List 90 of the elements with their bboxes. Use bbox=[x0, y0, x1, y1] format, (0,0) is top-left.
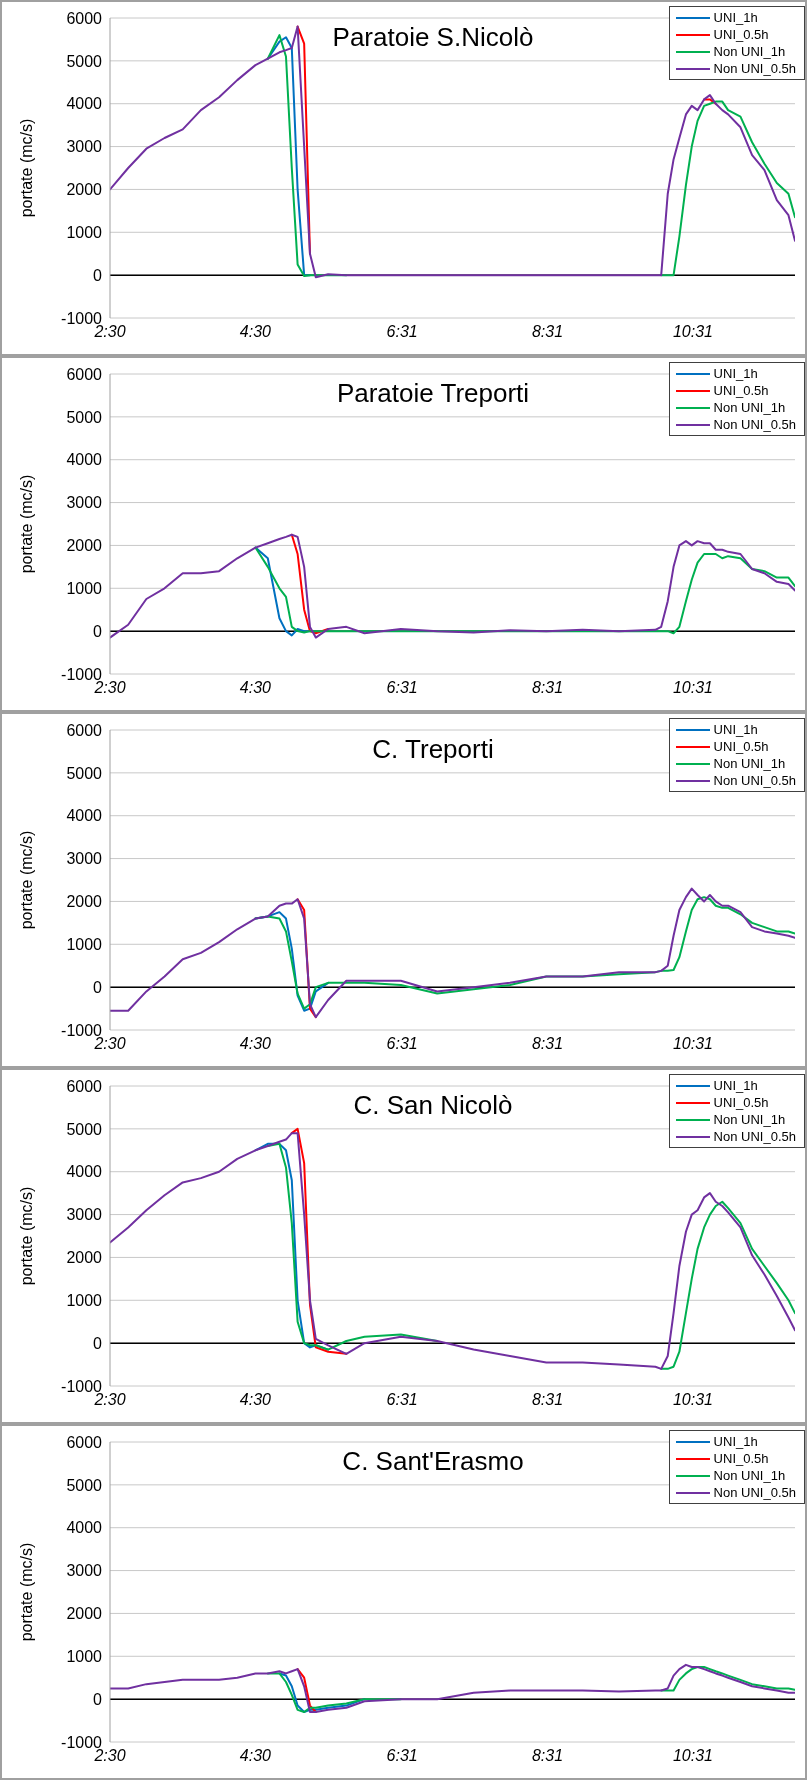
x-tick-label: 4:30 bbox=[239, 679, 272, 697]
x-tick-label: 4:30 bbox=[239, 323, 272, 341]
y-tick-label: 4000 bbox=[66, 1519, 103, 1537]
y-tick-label: 0 bbox=[93, 978, 103, 996]
legend-label: Non UNI_1h bbox=[713, 1112, 786, 1127]
legend-label: Non UNI_1h bbox=[713, 44, 786, 59]
x-tick-label: 8:31 bbox=[531, 1035, 564, 1053]
y-axis-title: portate (mc/s) bbox=[17, 1186, 35, 1286]
x-tick-label: 6:31 bbox=[386, 679, 418, 697]
legend-label: UNI_1h bbox=[713, 722, 758, 737]
legend-label: UNI_1h bbox=[713, 366, 758, 381]
y-axis-title: portate (mc/s) bbox=[17, 118, 35, 218]
x-tick-label: 10:31 bbox=[672, 1747, 713, 1765]
y-tick-label: 2000 bbox=[66, 893, 103, 911]
y-tick-label: 1000 bbox=[66, 223, 103, 241]
chart-title: Paratoie S.Nicolò bbox=[331, 22, 535, 53]
legend-label: UNI_1h bbox=[713, 1078, 758, 1093]
legend-label: Non UNI_0.5h bbox=[713, 1485, 796, 1500]
y-tick-label: 0 bbox=[93, 266, 103, 284]
legend-label: UNI_0.5h bbox=[713, 1451, 769, 1466]
x-tick-label: 4:30 bbox=[239, 1747, 272, 1765]
x-tick-label: 6:31 bbox=[386, 323, 418, 341]
x-tick-label: 6:31 bbox=[386, 1747, 418, 1765]
x-tick-label: 8:31 bbox=[531, 323, 564, 341]
y-tick-label: 4000 bbox=[66, 95, 103, 113]
x-tick-label: 10:31 bbox=[672, 679, 713, 697]
x-tick-label: 4:30 bbox=[239, 1035, 272, 1053]
y-tick-label: 0 bbox=[93, 1690, 103, 1708]
x-tick-label: 2:30 bbox=[93, 323, 126, 341]
x-tick-label: 8:31 bbox=[531, 1391, 564, 1409]
y-tick-label: 5000 bbox=[66, 52, 103, 70]
x-tick-label: 10:31 bbox=[672, 1391, 713, 1409]
y-tick-label: 6000 bbox=[66, 721, 103, 739]
y-tick-label: 2000 bbox=[66, 537, 103, 555]
legend-label: UNI_0.5h bbox=[713, 383, 769, 398]
x-tick-label: 6:31 bbox=[386, 1035, 418, 1053]
legend-label: Non UNI_0.5h bbox=[713, 417, 796, 432]
y-tick-label: 2000 bbox=[66, 1249, 103, 1267]
chart-title: C. Sant'Erasmo bbox=[341, 1446, 525, 1477]
x-tick-label: 8:31 bbox=[531, 679, 564, 697]
x-tick-label: 10:31 bbox=[672, 1035, 713, 1053]
legend-label: UNI_0.5h bbox=[713, 1095, 769, 1110]
y-axis-title: portate (mc/s) bbox=[17, 1542, 35, 1642]
y-tick-label: 6000 bbox=[66, 9, 103, 27]
y-tick-label: 1000 bbox=[66, 935, 103, 953]
y-tick-label: 5000 bbox=[66, 764, 103, 782]
chart-title: Paratoie Treporti bbox=[335, 378, 531, 409]
y-tick-label: 2000 bbox=[66, 181, 103, 199]
y-tick-label: 2000 bbox=[66, 1605, 103, 1623]
y-tick-label: 3000 bbox=[66, 494, 103, 512]
legend-label: UNI_0.5h bbox=[713, 27, 769, 42]
x-tick-label: 6:31 bbox=[386, 1391, 418, 1409]
y-tick-label: 5000 bbox=[66, 1476, 103, 1494]
y-tick-label: 1000 bbox=[66, 1647, 103, 1665]
legend-label: Non UNI_0.5h bbox=[713, 773, 796, 788]
y-tick-label: 3000 bbox=[66, 138, 103, 156]
x-tick-label: 8:31 bbox=[531, 1747, 564, 1765]
legend-label: UNI_0.5h bbox=[713, 739, 769, 754]
y-tick-label: 3000 bbox=[66, 850, 103, 868]
x-tick-label: 2:30 bbox=[93, 679, 126, 697]
chart-title: C. San Nicolò bbox=[352, 1090, 514, 1121]
y-tick-label: 6000 bbox=[66, 1077, 103, 1095]
y-tick-label: 0 bbox=[93, 622, 103, 640]
legend-label: UNI_1h bbox=[713, 10, 758, 25]
legend-label: UNI_1h bbox=[713, 1434, 758, 1449]
legend-label: Non UNI_1h bbox=[713, 400, 786, 415]
y-tick-label: 6000 bbox=[66, 365, 103, 383]
y-axis-title: portate (mc/s) bbox=[17, 474, 35, 574]
x-tick-label: 2:30 bbox=[93, 1035, 126, 1053]
y-tick-label: 6000 bbox=[66, 1433, 103, 1451]
y-tick-label: 3000 bbox=[66, 1206, 103, 1224]
y-tick-label: 4000 bbox=[66, 1163, 103, 1181]
chart-title: C. Treporti bbox=[371, 734, 495, 765]
legend-label: Non UNI_1h bbox=[713, 756, 786, 771]
x-tick-label: 2:30 bbox=[93, 1391, 126, 1409]
x-tick-label: 10:31 bbox=[672, 323, 713, 341]
y-tick-label: 5000 bbox=[66, 408, 103, 426]
legend-label: Non UNI_0.5h bbox=[713, 61, 796, 76]
y-axis-title: portate (mc/s) bbox=[17, 830, 35, 930]
y-tick-label: 4000 bbox=[66, 807, 103, 825]
legend-label: Non UNI_1h bbox=[713, 1468, 786, 1483]
y-tick-label: 5000 bbox=[66, 1120, 103, 1138]
y-tick-label: 1000 bbox=[66, 579, 103, 597]
y-tick-label: 1000 bbox=[66, 1291, 103, 1309]
legend-label: Non UNI_0.5h bbox=[713, 1129, 796, 1144]
x-tick-label: 4:30 bbox=[239, 1391, 272, 1409]
x-tick-label: 2:30 bbox=[93, 1747, 126, 1765]
y-tick-label: 0 bbox=[93, 1334, 103, 1352]
y-tick-label: 4000 bbox=[66, 451, 103, 469]
y-tick-label: 3000 bbox=[66, 1562, 103, 1580]
